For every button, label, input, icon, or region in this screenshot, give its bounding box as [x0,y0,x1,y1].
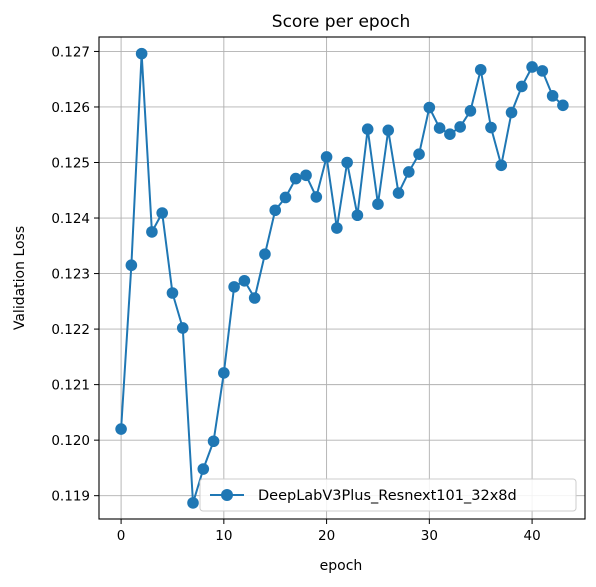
data-point [269,204,282,217]
data-point [454,121,466,133]
x-tick-label: 30 [421,528,438,544]
data-point [248,292,261,304]
data-point [279,191,292,204]
data-point [392,187,405,199]
series-line [120,52,564,504]
data-point [259,248,271,260]
data-point [115,423,127,435]
data-point [444,128,456,140]
series-polyline [120,52,564,504]
data-point [526,61,538,73]
data-point [187,497,199,509]
x-tick-label: 0 [117,528,126,544]
data-point [320,151,333,163]
y-tick-label: 0.122 [51,322,90,338]
data-point [166,287,179,299]
data-point [341,156,353,169]
data-point [464,105,477,117]
legend-box [199,478,577,512]
x-tick-label: 10 [215,528,232,544]
data-point [413,148,425,160]
x-axis-ticks: 0 10 20 30 40 [117,519,541,544]
x-tick-label: 40 [523,528,540,544]
data-point [433,122,446,134]
legend-marker-sample [221,489,233,501]
data-point [402,166,415,178]
data-point [125,259,138,272]
y-tick-label: 0.119 [51,489,90,505]
data-point [310,191,323,203]
x-tick-label: 20 [318,528,335,544]
y-tick-label: 0.123 [51,267,90,283]
data-point [423,101,436,114]
data-point [331,222,343,234]
data-point [351,209,364,222]
data-point [146,226,158,238]
data-point [238,274,251,287]
chart-title: Score per epoch [272,12,410,32]
data-point [361,123,374,135]
y-tick-label: 0.125 [51,155,90,171]
legend-label: DeepLabV3Plus_Resnext101_32x8d [258,488,517,504]
data-point [300,169,312,182]
data-point [474,63,487,76]
y-axis-label: Validation Loss [12,226,28,330]
data-point [536,65,549,77]
series-markers [115,47,569,509]
data-point [218,367,230,379]
data-point [516,80,528,93]
data-point [495,159,508,172]
data-point [546,90,559,102]
plot-frame [98,36,586,520]
data-point [382,124,395,137]
data-point [505,106,518,119]
data-point [557,99,569,112]
y-axis-ticks: 0.119 0.120 0.121 0.122 0.123 0.124 0.125 0.126… [51,44,99,505]
data-point [372,198,384,210]
data-point [485,121,497,134]
data-point [156,207,168,219]
data-point [135,47,148,60]
y-tick-label: 0.126 [51,100,90,116]
x-axis-label: epoch [320,558,363,574]
legend: DeepLabV3Plus_Resnext101_32x8d [199,478,577,512]
y-tick-label: 0.120 [51,433,90,449]
data-point [228,281,240,293]
data-point [176,322,189,334]
y-tick-label: 0.127 [51,44,90,60]
data-point [207,435,220,448]
y-tick-label: 0.124 [51,211,90,227]
y-tick-label: 0.121 [51,378,90,394]
data-point [289,172,302,185]
data-point [197,463,210,475]
